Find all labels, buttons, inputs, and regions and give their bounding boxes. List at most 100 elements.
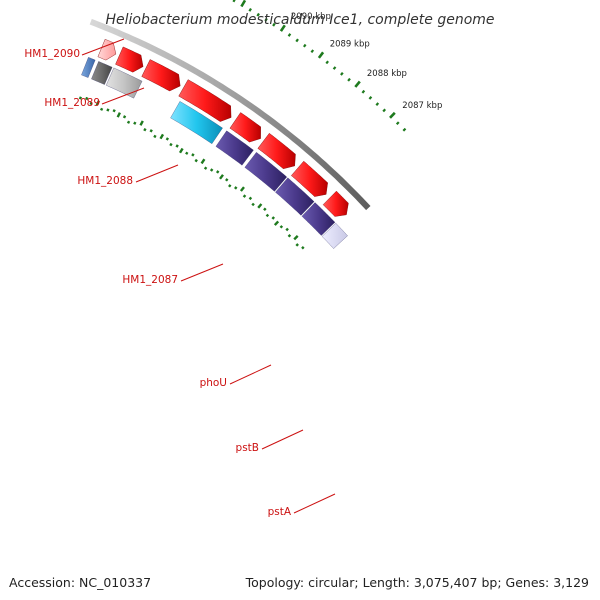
- gc-dot: [200, 158, 206, 165]
- map-title: Heliobacterium modesticaldum Ice1, compl…: [105, 12, 494, 28]
- minor-tick: [295, 38, 299, 43]
- gene-block-reverse: [275, 177, 315, 216]
- gc-dot: [287, 234, 292, 238]
- gene-arrow-forward: [141, 59, 181, 92]
- gc-dot: [257, 203, 263, 209]
- gc-dot: [265, 213, 270, 218]
- minor-tick: [340, 71, 344, 76]
- kbp-label: 2090 kbp: [291, 12, 331, 22]
- minor-tick: [264, 17, 268, 22]
- minor-tick: [272, 22, 276, 27]
- minor-tick: [382, 108, 387, 113]
- gene-label: pstB: [236, 442, 259, 454]
- gene-arrow-forward: [322, 190, 349, 217]
- gc-dot: [194, 158, 198, 163]
- minor-tick: [402, 127, 407, 132]
- gene-label-leader: [135, 164, 179, 183]
- gc-dot: [273, 220, 280, 226]
- gc-dot: [100, 107, 104, 111]
- gene-block-reverse: [215, 130, 254, 166]
- gc-dot: [209, 168, 214, 172]
- gene-arrow-forward: [257, 133, 296, 170]
- gc-dot: [133, 121, 137, 125]
- gene-label-leader: [101, 87, 145, 105]
- major-tick: [354, 80, 361, 88]
- gc-dot: [219, 174, 224, 180]
- gc-dot: [295, 243, 299, 247]
- gene-block-reverse: [321, 222, 348, 249]
- minor-tick: [347, 77, 351, 82]
- gc-dot: [78, 96, 83, 100]
- gc-dot: [122, 115, 127, 119]
- gc-dot: [248, 196, 253, 201]
- gc-dot: [126, 120, 131, 124]
- gene-block-reverse: [301, 202, 336, 236]
- gc-dot: [159, 133, 165, 140]
- gc-dot: [106, 108, 110, 112]
- accession-text: Accession: NC_010337: [9, 575, 151, 590]
- gene-block-reverse: [91, 61, 113, 85]
- minor-tick: [332, 66, 337, 70]
- gene-label-leader: [81, 38, 125, 56]
- gc-dot: [301, 246, 305, 250]
- gene-label-leader: [229, 364, 272, 385]
- gc-dot: [149, 129, 153, 133]
- gc-dot: [242, 194, 247, 198]
- gene-block-reverse: [81, 57, 96, 78]
- major-tick: [240, 0, 247, 8]
- major-tick: [279, 24, 286, 32]
- gene-label-leader: [293, 493, 336, 514]
- gene-label: phoU: [200, 377, 227, 389]
- gc-dot: [85, 96, 89, 101]
- gene-arrow-forward: [229, 112, 261, 143]
- minor-tick: [325, 60, 329, 65]
- minor-tick: [361, 89, 366, 94]
- gene-block-reverse: [244, 152, 288, 192]
- gc-dot: [191, 153, 195, 157]
- gc-dot: [271, 216, 275, 220]
- gene-block-reverse: [170, 101, 223, 145]
- gene-label: HM1_2088: [77, 175, 133, 187]
- gc-dot: [185, 151, 189, 155]
- gene-arrow-forward: [115, 46, 144, 73]
- gene-block-reverse: [106, 67, 143, 99]
- gc-dot: [225, 178, 229, 182]
- gc-dot: [263, 207, 267, 212]
- minor-tick: [375, 102, 380, 106]
- gc-dot: [169, 142, 173, 147]
- gene-arrow-forward: [178, 79, 232, 122]
- gc-dot: [175, 144, 179, 148]
- gene-label-leader: [180, 263, 224, 282]
- gc-dot: [89, 101, 93, 106]
- gene-arrow-forward: [291, 160, 328, 197]
- minor-tick: [310, 49, 315, 54]
- gene-label-leader: [261, 429, 304, 450]
- kbp-label: 2089 kbp: [330, 40, 370, 50]
- gc-content-dots: [78, 96, 305, 250]
- minor-tick: [248, 8, 252, 12]
- gc-dot: [112, 109, 116, 113]
- minor-tick: [287, 33, 292, 37]
- minor-tick: [368, 96, 373, 100]
- gc-dot: [178, 147, 184, 154]
- gene-arrow-forward: [97, 38, 117, 61]
- gc-dot: [203, 166, 208, 170]
- gc-dot: [95, 100, 100, 106]
- gene-label: HM1_2087: [122, 274, 178, 286]
- major-tick: [389, 111, 396, 119]
- kbp-label: 2087 kbp: [402, 101, 442, 111]
- major-tick: [317, 51, 325, 59]
- gene-features: [81, 38, 349, 249]
- minor-tick: [232, 0, 236, 3]
- gene-label: pstA: [268, 506, 292, 518]
- minor-tick: [256, 12, 260, 17]
- gc-dot: [285, 227, 289, 232]
- gc-dot: [116, 112, 121, 118]
- gc-dot: [239, 186, 245, 192]
- gene-labels: HM1_2090 HM1_2089 HM1_2088 HM1_2087 phoU pstB…: [24, 38, 336, 518]
- gene-label: HM1_2090: [24, 48, 80, 60]
- gene-label: HM1_2089: [44, 97, 100, 109]
- gc-dot: [279, 225, 284, 229]
- gc-dot: [216, 170, 220, 174]
